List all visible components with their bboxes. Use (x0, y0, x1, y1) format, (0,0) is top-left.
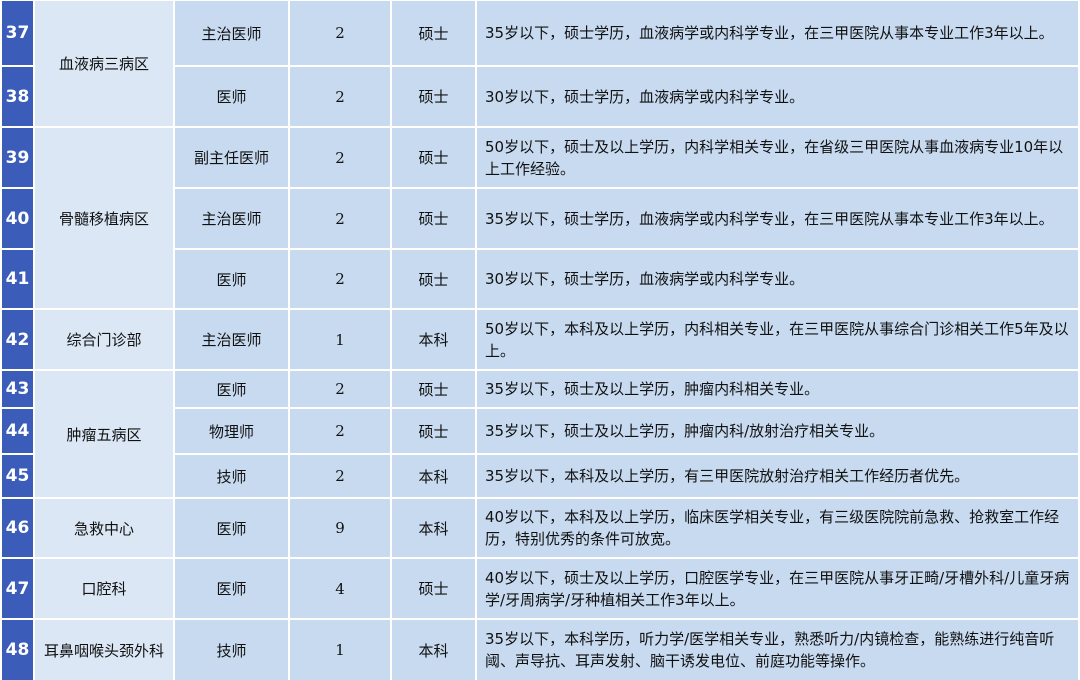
table-row: 42 综合门诊部 主治医师 1 本科 50岁以下，本科及以上学历，内科相关专业，在三甲医院… (2, 310, 1078, 369)
headcount: 2 (290, 455, 390, 497)
position-title: 物理师 (175, 409, 288, 453)
table-row: 39 骨髓移植病区 副主任医师 2 硕士 50岁以下，硕士及以上学历，内科学相关专业，在省… (2, 128, 1078, 308)
table-row: 40 主治医师 2 硕士 35岁以下，硕士学历，血液病学或内科学专业，在三甲医院从事本专… (2, 189, 1078, 248)
table-row: 48 耳鼻咽喉头颈外科 技师 1 本科 35岁以下，本科学历，听力学/医学相关专业，熟悉听… (2, 620, 1078, 680)
requirements: 50岁以下，硕士及以上学历，内科学相关专业，在省级三甲医院从事血液病专业10年以… (477, 128, 1078, 187)
requirements: 40岁以下，硕士及以上学历，口腔医学专业，在三甲医院从事牙正畸/牙槽外科/儿童牙… (477, 559, 1078, 618)
degree: 硕士 (392, 1, 475, 65)
table-row: 41 医师 2 硕士 30岁以下，硕士学历，血液病学或内科学专业。 (2, 250, 1078, 308)
department: 骨髓移植病区 (35, 128, 173, 308)
position-title: 主治医师 (175, 189, 288, 248)
table-row: 46 急救中心 医师 9 本科 40岁以下，本科及以上学历，临床医学相关专业，有三级医院院… (2, 499, 1078, 557)
degree: 硕士 (392, 371, 475, 407)
table-row: 43 肿瘤五病区 医师 2 硕士 35岁以下，硕士及以上学历，肿瘤内科相关专业。 (2, 371, 1078, 497)
department: 口腔科 (35, 559, 173, 618)
degree: 硕士 (392, 559, 475, 618)
row-number: 47 (2, 559, 33, 618)
requirements: 35岁以下，本科及以上学历，有三甲医院放射治疗相关工作经历者优先。 (477, 455, 1078, 497)
headcount: 2 (290, 409, 390, 453)
table-row: 47 口腔科 医师 4 硕士 40岁以下，硕士及以上学历，口腔医学专业，在三甲医院从事牙正… (2, 559, 1078, 618)
position-title: 医师 (175, 67, 288, 126)
requirements: 35岁以下，硕士及以上学历，肿瘤内科相关专业。 (477, 371, 1078, 407)
requirements: 50岁以下，本科及以上学历，内科相关专业，在三甲医院从事综合门诊相关工作5年及以… (477, 310, 1078, 369)
table-row: 44 物理师 2 硕士 35岁以下，硕士及以上学历，肿瘤内科/放射治疗相关专业。 (2, 409, 1078, 453)
position-title: 副主任医师 (175, 128, 288, 187)
row-number: 43 (2, 371, 33, 407)
position-title: 医师 (175, 499, 288, 557)
degree: 硕士 (392, 189, 475, 248)
department: 血液病三病区 (35, 1, 173, 126)
row-number: 48 (2, 620, 33, 680)
requirements: 35岁以下，硕士学历，血液病学或内科学专业，在三甲医院从事本专业工作3年以上。 (477, 1, 1078, 65)
position-title: 主治医师 (175, 310, 288, 369)
row-number: 42 (2, 310, 33, 369)
position-title: 主治医师 (175, 1, 288, 65)
requirements: 30岁以下，硕士学历，血液病学或内科学专业。 (477, 67, 1078, 126)
requirements: 30岁以下，硕士学历，血液病学或内科学专业。 (477, 250, 1078, 308)
row-number: 46 (2, 499, 33, 557)
position-title: 医师 (175, 371, 288, 407)
table-row: 45 技师 2 本科 35岁以下，本科及以上学历，有三甲医院放射治疗相关工作经历者优先。 (2, 455, 1078, 497)
degree: 本科 (392, 499, 475, 557)
requirements: 35岁以下，本科学历，听力学/医学相关专业，熟悉听力/内镜检查，能熟练进行纯音听… (477, 620, 1078, 680)
requirements: 40岁以下，本科及以上学历，临床医学相关专业，有三级医院院前急救、抢救室工作经历… (477, 499, 1078, 557)
row-number: 37 (2, 1, 33, 65)
headcount: 2 (290, 371, 390, 407)
department: 综合门诊部 (35, 310, 173, 369)
headcount: 2 (290, 250, 390, 308)
headcount: 1 (290, 310, 390, 369)
row-number: 45 (2, 455, 33, 497)
position-title: 技师 (175, 620, 288, 680)
degree: 本科 (392, 310, 475, 369)
row-number: 44 (2, 409, 33, 453)
headcount: 2 (290, 67, 390, 126)
headcount: 4 (290, 559, 390, 618)
department: 耳鼻咽喉头颈外科 (35, 620, 173, 680)
row-number: 41 (2, 250, 33, 308)
headcount: 2 (290, 128, 390, 187)
department: 肿瘤五病区 (35, 371, 173, 497)
position-title: 医师 (175, 559, 288, 618)
position-title: 医师 (175, 250, 288, 308)
degree: 硕士 (392, 250, 475, 308)
requirements: 35岁以下，硕士学历，血液病学或内科学专业，在三甲医院从事本专业工作3年以上。 (477, 189, 1078, 248)
degree: 本科 (392, 620, 475, 680)
table-row: 37 血液病三病区 主治医师 2 硕士 35岁以下，硕士学历，血液病学或内科学专业，在三甲… (2, 1, 1078, 126)
degree: 硕士 (392, 409, 475, 453)
degree: 硕士 (392, 128, 475, 187)
row-number: 38 (2, 67, 33, 126)
department: 急救中心 (35, 499, 173, 557)
row-number: 40 (2, 189, 33, 248)
position-title: 技师 (175, 455, 288, 497)
degree: 本科 (392, 455, 475, 497)
degree: 硕士 (392, 67, 475, 126)
headcount: 2 (290, 189, 390, 248)
requirements: 35岁以下，硕士及以上学历，肿瘤内科/放射治疗相关专业。 (477, 409, 1078, 453)
headcount: 9 (290, 499, 390, 557)
headcount: 2 (290, 1, 390, 65)
table-row: 38 医师 2 硕士 30岁以下，硕士学历，血液病学或内科学专业。 (2, 67, 1078, 126)
headcount: 1 (290, 620, 390, 680)
row-number: 39 (2, 128, 33, 187)
